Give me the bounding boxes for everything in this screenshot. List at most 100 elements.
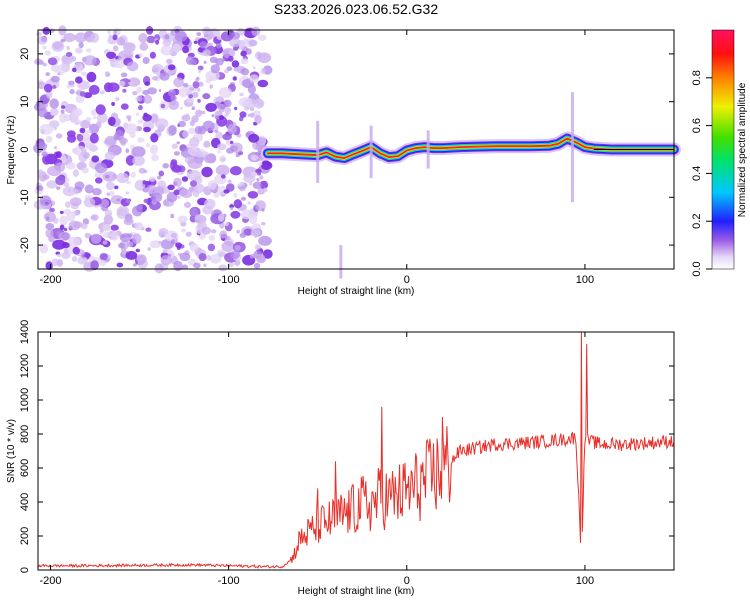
noise-blob: [247, 84, 256, 94]
noise-blob: [194, 151, 204, 158]
noise-blob: [39, 123, 53, 135]
noise-blob: [162, 39, 172, 47]
noise-blob: [248, 39, 258, 47]
spectrogram-y-ticks: 20 10 0 -10 -20: [19, 48, 674, 253]
noise-blob: [195, 109, 203, 117]
noise-blob: [116, 205, 130, 216]
noise-blob: [37, 81, 46, 90]
noise-blob: [261, 222, 266, 226]
spectrogram-x-tick-label: 0: [404, 274, 410, 286]
noise-blob: [226, 108, 231, 112]
noise-blob: [93, 62, 98, 66]
noise-blob: [73, 189, 79, 195]
noise-blob: [95, 177, 103, 184]
noise-blob: [78, 42, 84, 49]
noise-blob: [248, 182, 253, 186]
noise-blob: [173, 151, 180, 156]
noise-blob: [91, 155, 100, 163]
noise-blob: [95, 104, 106, 115]
snr-x-tick-label: -100: [218, 575, 240, 587]
noise-blob: [64, 57, 73, 65]
noise-blob: [228, 262, 235, 268]
noise-blob: [116, 198, 121, 202]
noise-blob: [170, 100, 177, 106]
noise-blob: [228, 55, 234, 62]
noise-blob: [155, 39, 160, 45]
noise-blob: [142, 114, 152, 122]
noise-blob: [233, 199, 242, 209]
noise-blob: [261, 208, 265, 212]
noise-blob: [249, 74, 260, 83]
noise-blob: [107, 116, 116, 127]
noise-blob: [136, 86, 142, 94]
noise-blob: [250, 228, 261, 237]
noise-blob: [55, 151, 62, 159]
spectrogram-y-tick-label: -10: [19, 189, 31, 205]
noise-blob: [190, 208, 198, 217]
noise-blob: [222, 48, 230, 55]
noise-blob: [47, 57, 58, 66]
noise-blob: [125, 250, 138, 260]
noise-blob: [194, 125, 203, 135]
noise-blob: [37, 36, 48, 45]
noise-blob: [179, 106, 183, 110]
colorbar-gradient: [711, 29, 735, 270]
snr-y-tick-label: 0: [19, 567, 31, 573]
noise-blob: [185, 55, 194, 65]
noise-blob: [187, 158, 203, 169]
noise-blob: [171, 239, 175, 244]
noise-blob: [203, 140, 211, 148]
noise-blob: [256, 178, 260, 182]
noise-blob: [75, 95, 85, 103]
noise-blob: [218, 213, 225, 222]
noise-blob: [44, 50, 52, 56]
noise-blob: [149, 176, 156, 182]
noise-blob: [192, 191, 200, 197]
noise-blob: [201, 226, 211, 235]
snr-y-ticks: 0 200 400 600 800 1000 1200 1400: [19, 320, 674, 573]
noise-blob: [218, 251, 226, 258]
noise-blob: [188, 127, 197, 135]
colorbar-tick-label: 0.0: [691, 261, 703, 276]
noise-blob: [202, 26, 212, 35]
noise-blob: [104, 151, 115, 161]
signal-track: [260, 92, 681, 279]
noise-blob: [128, 81, 133, 86]
noise-blob: [102, 231, 111, 238]
noise-blob: [245, 132, 251, 137]
noise-blob: [239, 92, 244, 97]
snr-y-tick-label: 1200: [19, 354, 31, 378]
noise-blob: [151, 76, 158, 81]
spectrogram-x-axis-label: Height of straight line (km): [298, 286, 415, 297]
noise-blob: [113, 30, 117, 35]
noise-blob: [250, 171, 258, 177]
noise-blob: [154, 263, 164, 274]
noise-blob: [192, 81, 200, 89]
noise-blob: [147, 87, 158, 95]
noise-blob: [254, 115, 262, 124]
noise-blob: [73, 221, 83, 229]
noise-blob: [203, 263, 207, 268]
noise-blob: [256, 172, 262, 176]
noise-blob: [143, 198, 149, 203]
noise-blob: [138, 53, 143, 58]
noise-blob: [222, 133, 232, 141]
noise-blob: [110, 231, 119, 241]
noise-blob: [112, 34, 118, 41]
noise-blob: [90, 233, 102, 244]
noise-blob: [146, 184, 156, 192]
snr-frame: [37, 331, 675, 571]
spectrogram-y-tick-label: 10: [19, 96, 31, 108]
noise-blob: [103, 82, 113, 93]
spectrogram-x-tick-label: -100: [218, 274, 240, 286]
noise-blob: [102, 223, 112, 232]
noise-blob: [113, 58, 126, 69]
noise-blob: [69, 89, 75, 95]
spectrogram-y-axis-label: Frequency (Hz): [6, 116, 17, 185]
noise-blob: [134, 222, 144, 231]
noise-blob: [149, 240, 161, 249]
noise-blob: [247, 201, 251, 205]
noise-blob: [231, 60, 240, 68]
noise-blob: [164, 34, 170, 40]
noise-blob: [209, 56, 218, 63]
